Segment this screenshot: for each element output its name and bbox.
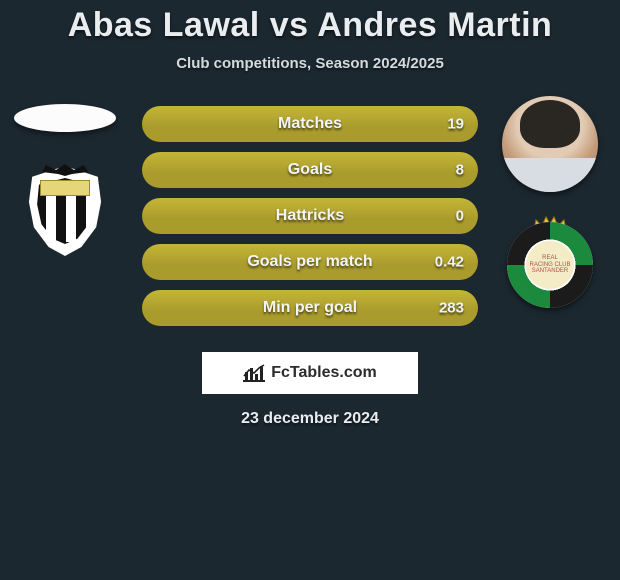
stat-label: Goals <box>288 161 332 179</box>
stat-value-right: 283 <box>439 300 464 317</box>
left-club-crest <box>24 166 106 256</box>
left-player-column <box>10 100 120 256</box>
stat-value-right: 0 <box>456 208 464 225</box>
stat-row: Goals per match 0.42 <box>142 244 478 280</box>
stat-row: Hattricks 0 <box>142 198 478 234</box>
stat-value-right: 8 <box>456 162 464 179</box>
right-player-avatar <box>502 96 598 192</box>
stat-label: Matches <box>278 115 342 133</box>
stat-value-right: 0.42 <box>435 254 464 271</box>
date-text: 23 december 2024 <box>0 410 620 428</box>
right-club-crest: REALRACING CLUBSANTANDER <box>505 220 595 310</box>
bat-icon <box>40 162 90 176</box>
stat-row: Min per goal 283 <box>142 290 478 326</box>
page-title: Abas Lawal vs Andres Martin <box>0 6 620 45</box>
stat-value-right: 19 <box>447 116 464 133</box>
comparison-chart: REALRACING CLUBSANTANDER Matches 19 Goals 8… <box>0 106 620 334</box>
watermark: FcTables.com <box>202 352 418 394</box>
stat-row: Goals 8 <box>142 152 478 188</box>
stat-label: Hattricks <box>276 207 344 225</box>
subtitle: Club competitions, Season 2024/2025 <box>0 55 620 72</box>
stat-label: Min per goal <box>263 299 357 317</box>
chart-bars-icon <box>243 364 265 382</box>
watermark-text: FcTables.com <box>271 364 377 382</box>
right-player-column: REALRACING CLUBSANTANDER <box>494 96 606 310</box>
stat-label: Goals per match <box>247 253 372 271</box>
stat-row: Matches 19 <box>142 106 478 142</box>
left-player-avatar <box>14 104 116 132</box>
right-crest-text: REALRACING CLUBSANTANDER <box>529 255 570 275</box>
stat-bars: Matches 19 Goals 8 Hattricks 0 Goals per match… <box>142 106 478 336</box>
